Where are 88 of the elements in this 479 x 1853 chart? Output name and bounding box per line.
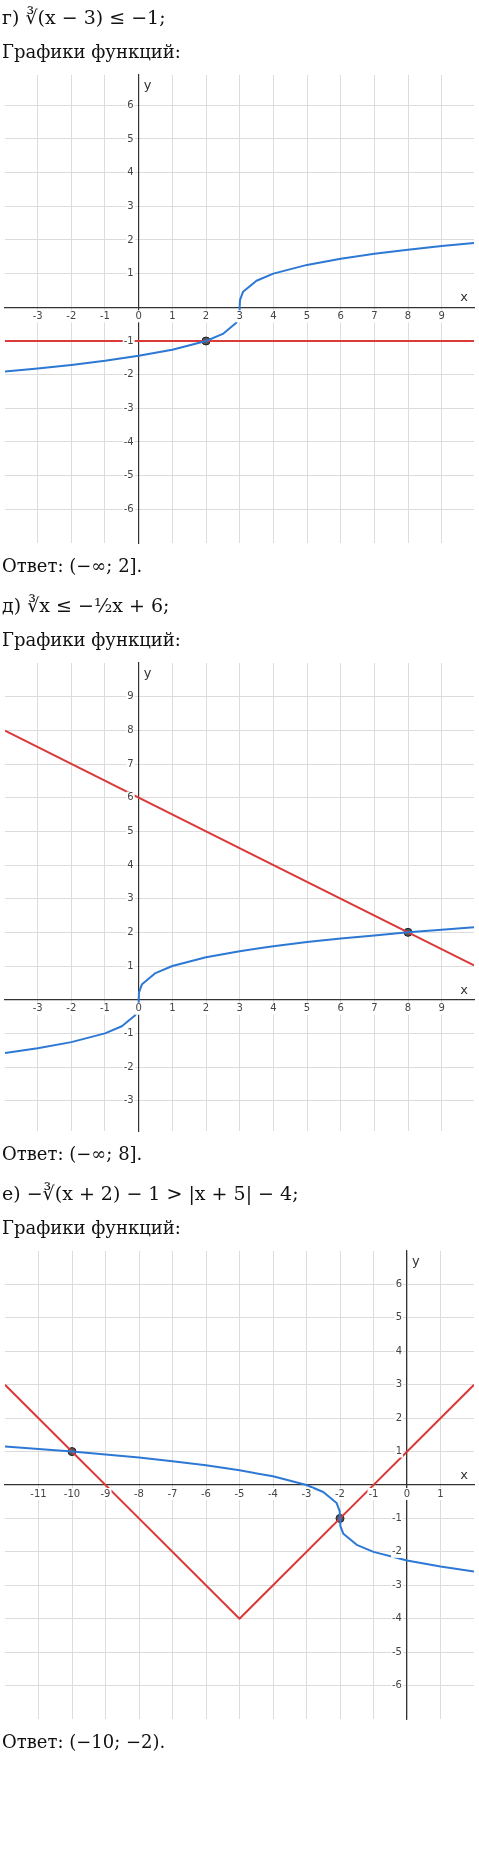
x-tick-label: -1 — [368, 1487, 379, 1499]
x-tick-label: -9 — [100, 1487, 111, 1499]
x-tick-label: -4 — [268, 1487, 278, 1499]
x-tick-label: 4 — [270, 1002, 277, 1014]
x-tick-label: 1 — [169, 309, 176, 321]
y-tick-label: -4 — [123, 435, 134, 447]
x-tick-label: 2 — [202, 1002, 210, 1014]
y-tick-label: -1 — [123, 1026, 134, 1038]
y-axis-title: y — [143, 664, 152, 680]
x-tick-label: 4 — [270, 309, 277, 321]
x-tick-label: -11 — [30, 1487, 47, 1499]
x-tick-label: -6 — [201, 1487, 211, 1499]
x-axis-title: x — [460, 981, 469, 997]
x-tick-label: 1 — [437, 1487, 444, 1499]
y-tick-label: 6 — [395, 1278, 402, 1290]
y-tick-label: 8 — [127, 723, 134, 735]
y-tick-label: 5 — [395, 1311, 402, 1323]
y-tick-label: -6 — [123, 502, 134, 514]
y-axis-title: y — [143, 76, 152, 92]
x-tick-label: -1 — [100, 309, 110, 321]
y-tick-label: -3 — [123, 1094, 134, 1106]
y-axis-title: y — [412, 1252, 420, 1268]
x-tick-label: 7 — [371, 1002, 378, 1014]
x-tick-label: 0 — [403, 1487, 411, 1499]
y-tick-label: 2 — [395, 1411, 402, 1423]
text: Ответ: (−10; −2). — [1, 1730, 167, 1754]
y-tick-label: 3 — [127, 199, 134, 211]
x-tick-label: -3 — [32, 1002, 43, 1014]
text: Ответ: (−∞; 8]. — [1, 1142, 144, 1166]
y-tick-label: 5 — [127, 824, 134, 836]
y-tick-label: -1 — [123, 334, 134, 346]
x-tick-label: 6 — [337, 309, 344, 321]
x-tick-label: -3 — [32, 309, 43, 321]
y-tick-label: 2 — [127, 925, 134, 937]
y-tick-label: 6 — [127, 98, 134, 110]
x-tick-label: -2 — [335, 1487, 345, 1499]
x-tick-label: 9 — [438, 309, 445, 321]
chart-title: е) −∛(x + 2) − 1 > |x + 5| − 4; — [1, 1181, 300, 1207]
chart-title: г) ∛(x − 3) ≤ −1; — [1, 5, 167, 30]
chart-subtitle: Графики функций: — [1, 628, 182, 652]
y-tick-label: 7 — [127, 757, 134, 769]
y-tick-label: 4 — [127, 166, 134, 178]
y-tick-label: 9 — [127, 690, 134, 702]
y-tick-label: 1 — [127, 959, 134, 971]
x-tick-label: -5 — [234, 1487, 245, 1499]
y-tick-label: 3 — [127, 892, 134, 904]
x-tick-label: -8 — [134, 1487, 144, 1499]
y-tick-label: -2 — [123, 1060, 134, 1072]
y-tick-label: 5 — [127, 132, 134, 144]
y-tick-label: -6 — [392, 1679, 402, 1691]
y-tick-label: -5 — [392, 1645, 402, 1657]
x-tick-label: -7 — [167, 1487, 178, 1499]
y-tick-label: 6 — [127, 791, 134, 803]
x-tick-label: -10 — [63, 1487, 81, 1499]
y-tick-label: 2 — [127, 233, 134, 245]
y-tick-label: 3 — [395, 1378, 402, 1390]
x-axis-title: x — [460, 1466, 469, 1482]
x-tick-label: 8 — [404, 1002, 412, 1014]
y-tick-label: 4 — [127, 858, 134, 870]
x-tick-label: -1 — [100, 1002, 110, 1014]
y-tick-label: -5 — [123, 469, 134, 481]
x-tick-label: 5 — [303, 309, 311, 321]
y-tick-label: -3 — [392, 1578, 402, 1590]
x-tick-label: 6 — [337, 1002, 344, 1014]
x-axis-title: x — [460, 289, 469, 305]
y-tick-label: -2 — [123, 368, 134, 380]
y-tick-label: -2 — [392, 1545, 402, 1557]
x-tick-label: -2 — [66, 309, 77, 321]
y-tick-label: -4 — [392, 1612, 402, 1624]
x-tick-label: 2 — [202, 309, 210, 321]
y-tick-label: 1 — [127, 267, 134, 279]
y-tick-label: 4 — [395, 1344, 402, 1356]
x-tick-label: 9 — [438, 1002, 445, 1014]
x-tick-label: 5 — [303, 1002, 311, 1014]
x-tick-label: 0 — [135, 309, 142, 321]
x-tick-label: -3 — [301, 1487, 312, 1499]
chart-title: д) ∛x ≤ −½x + 6; — [1, 593, 171, 618]
x-tick-label: -2 — [66, 1002, 77, 1014]
chart-subtitle: Графики функций: — [1, 1216, 182, 1240]
chart-subtitle: Графики функций: — [1, 40, 182, 64]
y-tick-label: 1 — [395, 1445, 402, 1457]
y-tick-label: -1 — [392, 1512, 402, 1524]
x-tick-label: 3 — [236, 1002, 243, 1014]
x-tick-label: 7 — [371, 309, 378, 321]
text: Ответ: (−∞; 2]. — [1, 554, 144, 578]
x-tick-label: 8 — [404, 309, 412, 321]
x-tick-label: 1 — [169, 1002, 176, 1014]
y-tick-label: -3 — [123, 401, 134, 413]
